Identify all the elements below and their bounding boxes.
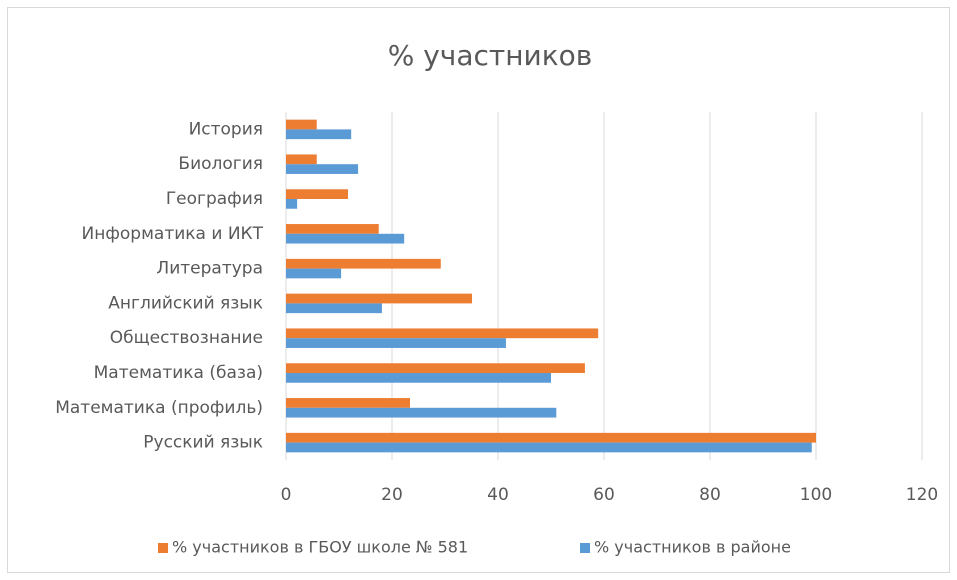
bar — [286, 432, 816, 443]
bar — [286, 442, 812, 453]
bar — [286, 119, 317, 130]
x-tick-label: 80 — [699, 485, 721, 505]
bar — [286, 154, 317, 165]
y-tick-label: География — [166, 189, 263, 209]
bar — [286, 164, 359, 174]
bar — [286, 303, 382, 314]
bar — [286, 268, 342, 279]
y-tick-label: Обществознание — [110, 328, 263, 348]
bar — [286, 189, 349, 199]
legend-swatch — [158, 543, 168, 553]
chart-title: % участников — [388, 39, 593, 72]
chart-border — [7, 7, 950, 573]
y-tick-label: Русский язык — [143, 433, 263, 453]
x-tick-label: 40 — [487, 485, 509, 505]
y-tick-label: Биология — [178, 154, 263, 174]
bar — [286, 129, 352, 140]
x-tick-label: 120 — [906, 485, 938, 505]
x-tick-label: 100 — [800, 485, 832, 505]
x-tick-label: 0 — [281, 485, 292, 505]
bar — [286, 338, 506, 348]
bar — [286, 258, 441, 269]
bar — [286, 363, 585, 373]
x-tick-label: 60 — [593, 485, 615, 505]
legend-label: % участников в ГБОУ школе № 581 — [172, 538, 468, 557]
bar — [286, 293, 473, 304]
legend-swatch — [580, 543, 590, 553]
bar — [286, 407, 557, 418]
y-tick-label: Английский язык — [108, 293, 263, 313]
y-tick-label: История — [189, 119, 263, 139]
bar — [286, 328, 599, 339]
bar — [286, 398, 411, 408]
bar — [286, 373, 551, 383]
bar — [286, 224, 379, 234]
legend-label: % участников в районе — [594, 538, 791, 557]
y-tick-label: Математика (база) — [94, 363, 263, 383]
y-tick-label: Математика (профиль) — [55, 398, 263, 418]
bar — [286, 233, 405, 244]
x-tick-label: 20 — [381, 485, 403, 505]
bar — [286, 199, 298, 209]
y-tick-label: Информатика и ИКТ — [82, 224, 264, 244]
y-tick-label: Литература — [156, 259, 263, 279]
